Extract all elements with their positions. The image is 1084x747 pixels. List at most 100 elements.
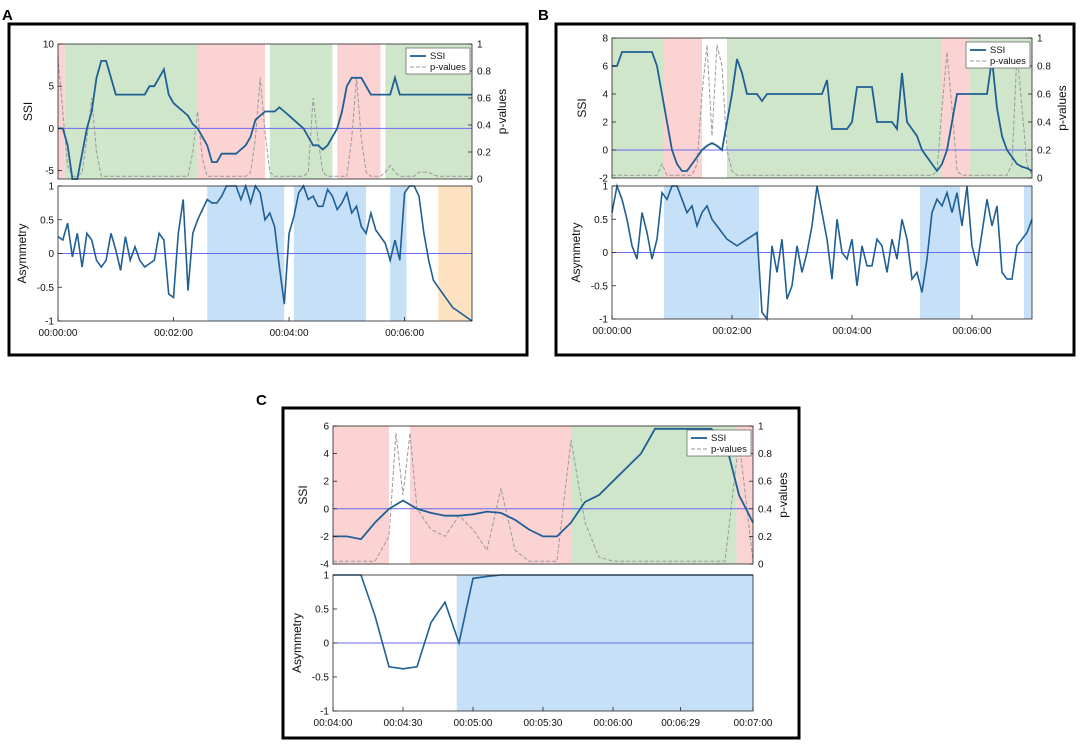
legend-pvalue-label: p-values bbox=[711, 444, 747, 455]
pvalue-y-tick-label: 0.8 bbox=[758, 449, 772, 460]
ssi-axes-box bbox=[611, 37, 1033, 179]
legend-box bbox=[965, 41, 1031, 69]
ssi-y-tick-label: 2 bbox=[602, 118, 608, 129]
ssi-y-tick-label: 0 bbox=[602, 146, 608, 157]
ssi-band bbox=[58, 44, 65, 179]
ssi-y-tick-label: -4 bbox=[320, 560, 329, 571]
pvalue-y-tick-label: 0.4 bbox=[758, 504, 772, 515]
asym-y-tick-label: 0 bbox=[48, 249, 54, 260]
pvalue-y-tick-label: 0 bbox=[1037, 174, 1043, 185]
asym-y-tick-label: 0 bbox=[323, 639, 329, 650]
pvalue-y-tick-label: 0.8 bbox=[1037, 62, 1051, 73]
pvalue-y-tick-label: 1 bbox=[1037, 34, 1043, 45]
panel-c-letter: C bbox=[256, 392, 267, 409]
asym-y-tick-label: -0.5 bbox=[37, 283, 55, 294]
asym-y-tick-label: 1 bbox=[323, 571, 329, 582]
ssi-y-axis-label: SSI bbox=[21, 102, 35, 121]
ssi-y-tick-label: -2 bbox=[320, 532, 329, 543]
ssi-y-axis-label: SSI bbox=[575, 98, 589, 117]
legend-pvalue-label: p-values bbox=[990, 56, 1026, 67]
ssi-band bbox=[664, 38, 702, 178]
time-x-tick-label: 00:04:00 bbox=[314, 718, 353, 729]
ssi-band bbox=[197, 44, 265, 179]
asymmetry-series-line bbox=[57, 183, 473, 322]
panel-c-frame bbox=[281, 406, 801, 740]
asymmetry-series-line bbox=[611, 183, 1033, 322]
ssi-y-tick-label: 8 bbox=[602, 34, 608, 45]
asym-y-tick-label: -0.5 bbox=[312, 673, 330, 684]
ssi-band bbox=[736, 426, 753, 564]
time-x-tick-label: 00:07:00 bbox=[734, 718, 773, 729]
pvalue-y-tick-label: 0.6 bbox=[477, 94, 491, 105]
ssi-series-line bbox=[58, 60, 472, 180]
asym-y-tick-label: 0.5 bbox=[594, 215, 608, 226]
pvalue-y-tick-label: 0.2 bbox=[758, 532, 772, 543]
asym-y-axis-label: Asymmetry bbox=[290, 613, 304, 673]
ssi-axes-box bbox=[57, 43, 473, 180]
ssi-band bbox=[269, 44, 333, 179]
time-x-tick-label: 00:04:00 bbox=[270, 328, 309, 339]
asym-y-tick-label: 0 bbox=[602, 248, 608, 259]
pvalue-series-line bbox=[612, 44, 1033, 176]
pvalue-y-tick-label: 0.6 bbox=[758, 477, 772, 488]
pvalue-y-tick-label: 1 bbox=[758, 422, 764, 433]
pvalue-series-line bbox=[57, 57, 472, 177]
pvalue-y-tick-label: 0 bbox=[758, 560, 764, 571]
ssi-band bbox=[410, 426, 571, 564]
asym-y-tick-label: 1 bbox=[48, 182, 54, 193]
pvalue-y-tick-label: 0.4 bbox=[1037, 118, 1051, 129]
time-x-tick-label: 00:04:00 bbox=[833, 326, 872, 337]
panel-b-frame bbox=[554, 22, 1076, 357]
pvalue-y-tick-label: 0 bbox=[477, 175, 483, 186]
asym-y-tick-label: -0.5 bbox=[591, 281, 609, 292]
ssi-series-line bbox=[612, 51, 1033, 173]
panel-a-frame bbox=[7, 22, 529, 357]
ssi-y-axis-label: SSI bbox=[296, 485, 310, 504]
time-x-tick-label: 00:06:00 bbox=[953, 326, 992, 337]
ssi-y-tick-label: 6 bbox=[323, 422, 329, 433]
legend-box bbox=[686, 429, 752, 457]
ssi-band bbox=[64, 44, 102, 179]
asym-y-tick-label: 1 bbox=[602, 182, 608, 193]
pvalue-y-axis-label: p-values bbox=[495, 89, 509, 134]
pvalue-y-tick-label: 0.4 bbox=[477, 121, 491, 132]
asym-y-axis-label: Asymmetry bbox=[569, 223, 583, 283]
time-x-tick-label: 00:02:00 bbox=[713, 326, 752, 337]
asym-y-tick-label: -1 bbox=[599, 315, 608, 326]
time-x-tick-label: 00:04:30 bbox=[384, 718, 423, 729]
ssi-y-tick-label: -2 bbox=[599, 174, 608, 185]
pvalue-y-tick-label: 0.2 bbox=[1037, 146, 1051, 157]
time-x-tick-label: 00:05:00 bbox=[454, 718, 493, 729]
ssi-band bbox=[727, 38, 942, 178]
pvalue-y-axis-label: p-values bbox=[1055, 85, 1069, 130]
legend-ssi-label: SSI bbox=[990, 45, 1005, 56]
ssi-band bbox=[101, 44, 198, 179]
ssi-band bbox=[333, 426, 389, 564]
ssi-series-line bbox=[333, 427, 754, 541]
time-x-tick-label: 00:00:00 bbox=[593, 326, 632, 337]
pvalue-y-tick-label: 0.2 bbox=[477, 148, 491, 159]
asym-y-tick-label: -1 bbox=[320, 707, 329, 718]
panel-b-letter: B bbox=[538, 7, 549, 24]
pvalue-y-tick-label: 0.6 bbox=[1037, 90, 1051, 101]
time-x-tick-label: 00:05:30 bbox=[524, 718, 563, 729]
ssi-y-tick-label: 6 bbox=[602, 62, 608, 73]
time-x-tick-label: 00:06:00 bbox=[594, 718, 633, 729]
asym-y-tick-label: 0.5 bbox=[40, 215, 54, 226]
pvalue-series-line bbox=[333, 432, 754, 562]
legend-pvalue-label: p-values bbox=[430, 62, 466, 73]
legend-ssi-label: SSI bbox=[711, 433, 726, 444]
asym-y-tick-label: 0.5 bbox=[315, 605, 329, 616]
time-x-tick-label: 00:02:00 bbox=[154, 328, 193, 339]
time-x-tick-label: 00:06:00 bbox=[385, 328, 424, 339]
ssi-y-tick-label: -5 bbox=[45, 166, 54, 177]
legend-ssi-label: SSI bbox=[430, 51, 445, 62]
pvalue-y-tick-label: 0.8 bbox=[477, 67, 491, 78]
ssi-axes-box bbox=[332, 425, 754, 565]
ssi-y-tick-label: 2 bbox=[323, 477, 329, 488]
pvalue-y-axis-label: p-values bbox=[776, 472, 790, 517]
